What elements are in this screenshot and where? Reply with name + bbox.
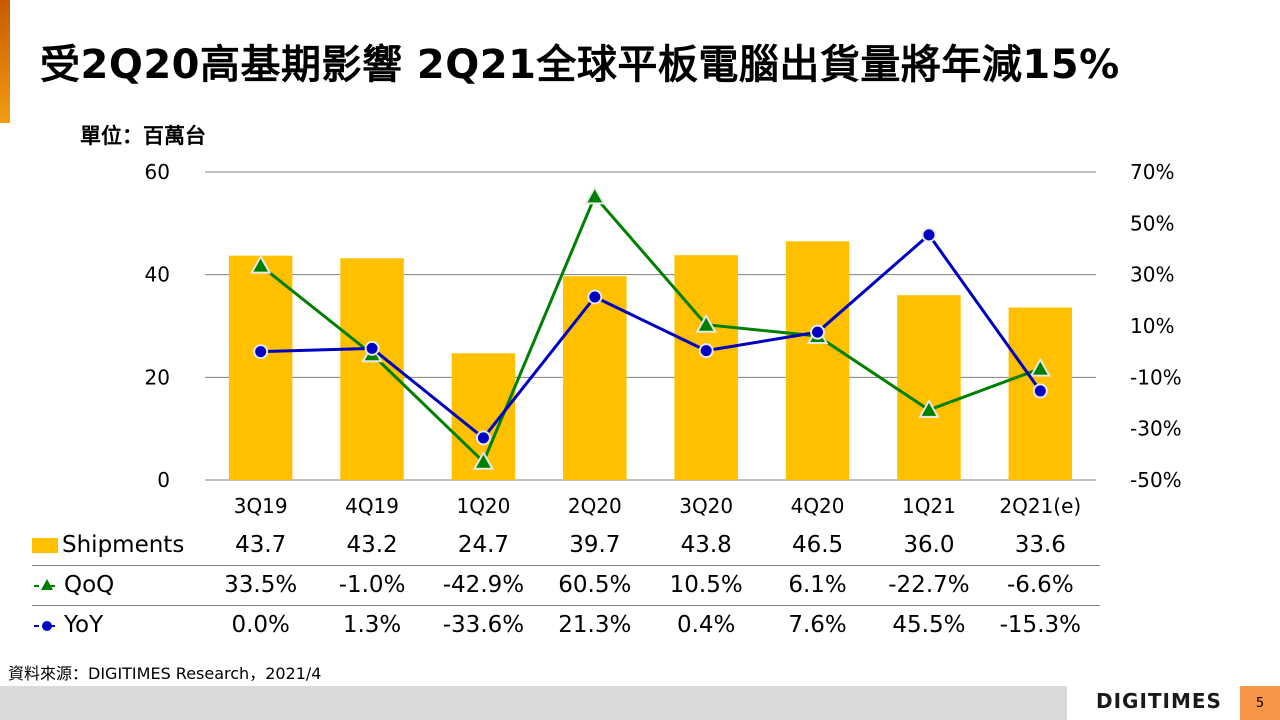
table-divider — [32, 605, 1100, 606]
point-yoy — [921, 227, 937, 243]
category-label: 2Q21(e) — [999, 494, 1081, 518]
table-cell: 0.0% — [231, 612, 290, 638]
bar-shipments — [897, 295, 961, 480]
footer-bar — [0, 686, 1067, 720]
category-label: 3Q20 — [679, 494, 733, 518]
digitimes-logo: DIGITIMES — [1096, 689, 1222, 713]
legend-triangle-line-icon — [34, 579, 60, 590]
accent-bar — [0, 0, 10, 123]
point-yoy — [253, 344, 269, 360]
table-cell: 45.5% — [892, 612, 966, 638]
point-qoq — [249, 254, 272, 274]
left-axis-tick-label: 0 — [157, 468, 170, 492]
category-label: 3Q19 — [234, 494, 288, 518]
bar-shipments — [785, 241, 850, 480]
table-cell: 39.7 — [569, 532, 621, 558]
point-yoy — [698, 343, 714, 359]
line-yoy — [260, 232, 1042, 441]
table-cell: 46.5 — [791, 532, 844, 558]
line-series — [249, 185, 1052, 470]
table-cell: 60.5% — [558, 572, 632, 598]
category-label: 4Q20 — [791, 494, 845, 518]
legend-swatch-icon — [32, 537, 58, 553]
legend-yoy: YoY — [32, 612, 103, 638]
left-axis-tick-label: 20 — [145, 365, 170, 389]
table-cell: 43.8 — [680, 532, 732, 558]
unit-label: 單位：百萬台 — [80, 124, 206, 148]
legend-shipments: Shipments — [32, 532, 184, 558]
bar-shipments — [340, 258, 404, 480]
table-cell: -15.3% — [999, 612, 1081, 638]
table-cell: 0.4% — [676, 612, 736, 638]
point-yoy — [364, 340, 380, 356]
table-cell: -6.6% — [1006, 572, 1074, 598]
legend-qoq: QoQ — [32, 572, 114, 598]
right-axis-tick-label: 30% — [1130, 263, 1174, 287]
point-yoy — [587, 289, 603, 305]
bar-shipments — [563, 276, 627, 480]
table-cell: -1.0% — [338, 572, 406, 598]
right-axis-tick-label: 50% — [1130, 211, 1174, 235]
legend-circle-line-icon — [34, 621, 60, 631]
right-axis-tick-label: 10% — [1130, 314, 1174, 338]
table-cell: 33.5% — [224, 572, 298, 598]
page-number: 5 — [1240, 686, 1280, 720]
left-axis-tick-label: 60 — [145, 160, 170, 184]
table-cell: -42.9% — [442, 572, 525, 598]
bar-shipments — [674, 255, 738, 480]
right-axis-tick-label: 70% — [1130, 160, 1174, 184]
point-qoq — [584, 185, 606, 205]
point-qoq — [1029, 357, 1052, 377]
row-label-text: QoQ — [64, 572, 115, 598]
table-cell: -33.6% — [442, 612, 525, 638]
table-cell: -22.7% — [888, 572, 970, 598]
point-yoy — [1032, 383, 1048, 399]
row-label-text: Shipments — [62, 532, 185, 558]
point-yoy — [810, 324, 826, 340]
category-label: 2Q20 — [568, 494, 622, 518]
table-row-shipments: Shipments 43.7 43.2 24.7 39.7 43.8 46.5 36.0 33.… — [32, 526, 1100, 566]
table-cell: 6.1% — [788, 572, 847, 598]
table-cell: 33.6 — [1014, 532, 1066, 558]
right-axis-tick-label: -10% — [1130, 365, 1182, 389]
table-cell: 10.5% — [669, 572, 743, 598]
table-cell: 43.7 — [235, 532, 287, 558]
right-axis-tick-label: -50% — [1130, 468, 1182, 492]
category-label: 4Q19 — [345, 494, 399, 518]
table-cell: 1.3% — [342, 612, 402, 638]
axes-labels: 0 20 40 60 -50% -30% -10% 10% 30% 50% 70% 3Q19 4Q19 1… — [145, 160, 1182, 518]
point-qoq — [695, 313, 717, 333]
table-cell: 21.3% — [558, 612, 632, 638]
category-label: 1Q21 — [902, 494, 956, 518]
right-axis-tick-label: -30% — [1130, 417, 1182, 441]
table-cell: 36.0 — [903, 532, 955, 558]
table-divider — [32, 565, 1100, 566]
table-row-yoy: YoY 0.0% 1.3% -33.6% 21.3% 0.4% 7.6% 45.5% -15.3… — [32, 606, 1100, 646]
table-cell: 7.6% — [788, 612, 847, 638]
bar-series-shipments — [228, 241, 1073, 480]
bar-shipments — [228, 255, 293, 480]
category-label: 1Q20 — [456, 494, 510, 518]
row-label-text: YoY — [64, 612, 104, 638]
line-qoq — [259, 193, 1041, 465]
left-axis-tick-label: 40 — [145, 263, 170, 287]
table-cell: 24.7 — [457, 532, 510, 558]
point-qoq — [472, 450, 495, 470]
table-cell: 43.2 — [346, 532, 398, 558]
point-qoq — [918, 398, 940, 418]
slide-title: 受2Q20高基期影響 2Q21全球平板電腦出貨量將年減15% — [40, 42, 1120, 88]
point-yoy — [475, 430, 491, 446]
source-note: 資料來源：DIGITIMES Research，2021/4 — [8, 664, 322, 683]
table-row-qoq: QoQ 33.5% -1.0% -42.9% 60.5% 10.5% 6.1% -22.7% -… — [32, 566, 1100, 606]
